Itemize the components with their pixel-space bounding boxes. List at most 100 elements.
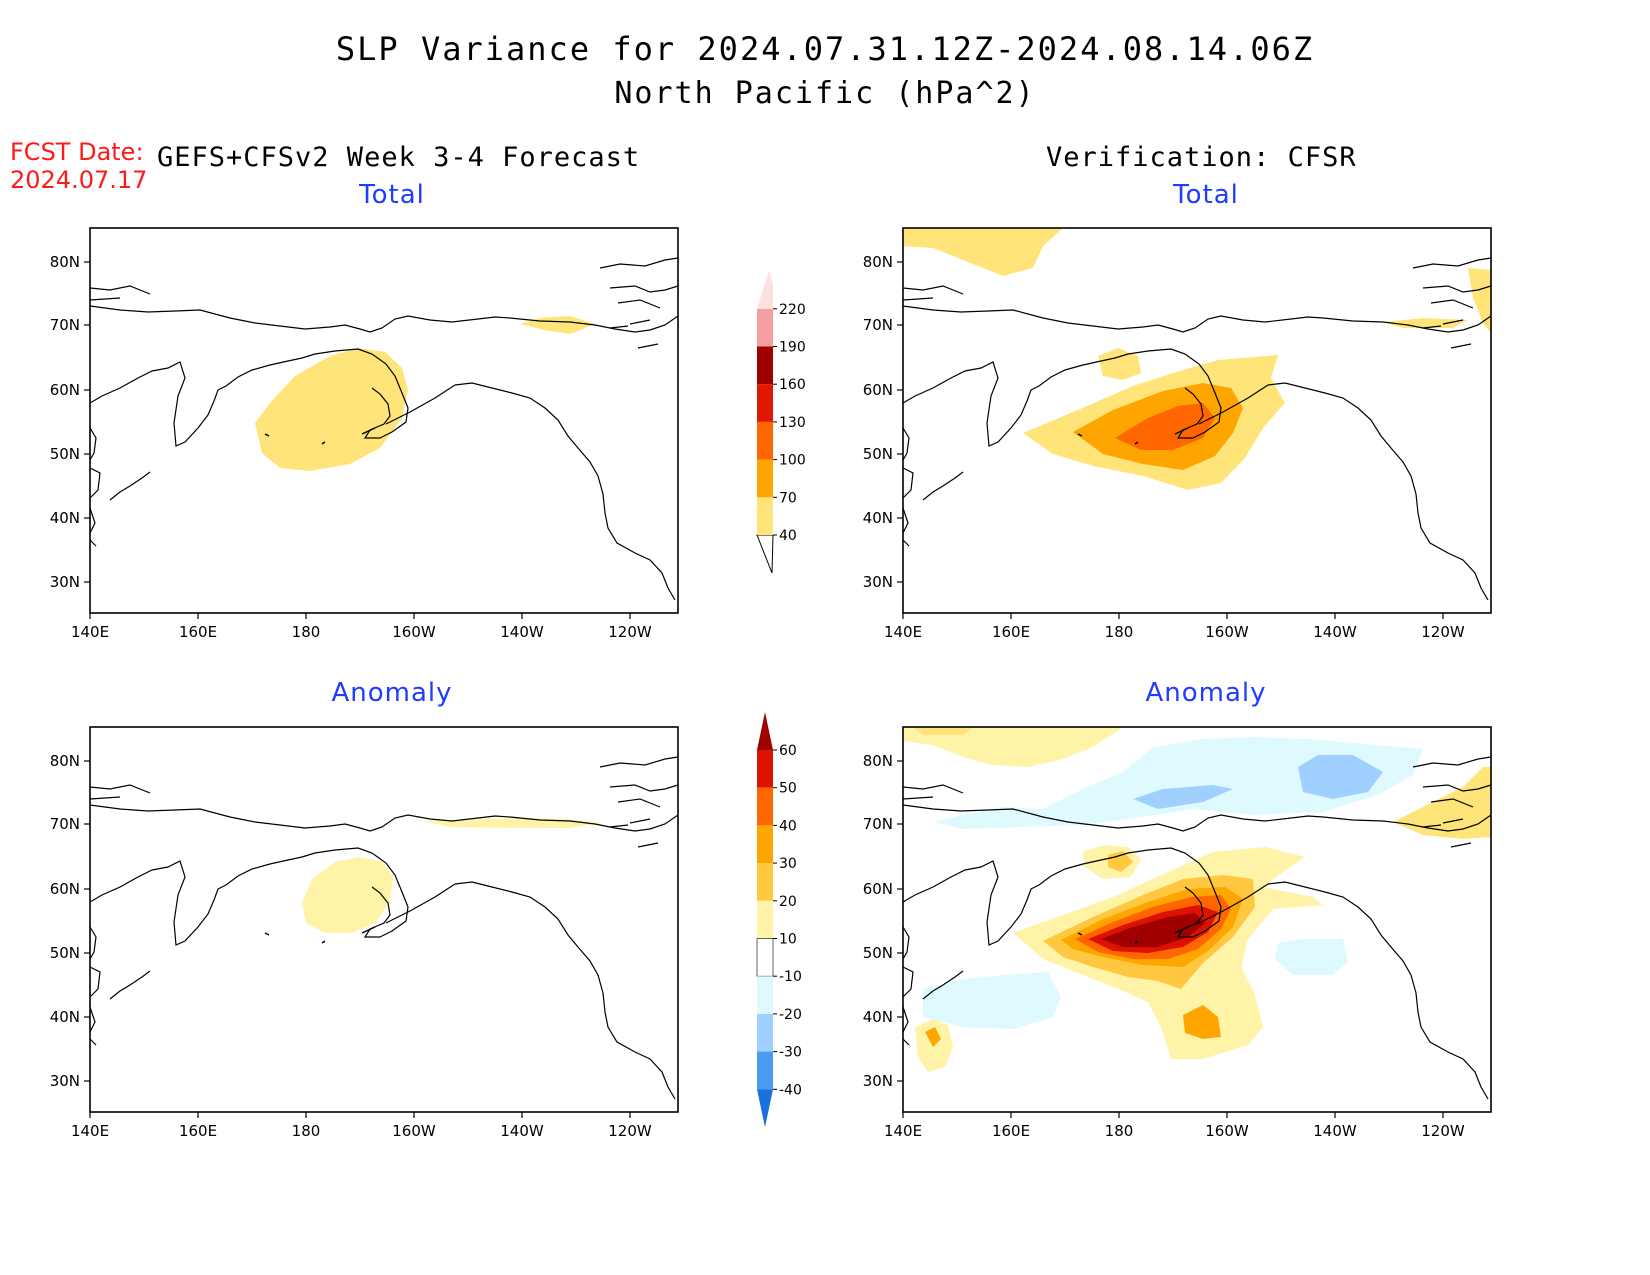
colorbar-total-label: 190: [779, 340, 806, 356]
anom-pos-north-2: [913, 727, 973, 735]
panel-bottom-left: [89, 726, 679, 1113]
fcst-date-block: FCST Date: 2024.07.17: [10, 138, 147, 194]
anom-pos-north: [903, 727, 1123, 767]
colorbar-anomaly-label: -20: [779, 1007, 802, 1023]
lat-tick-label: 60N: [863, 381, 893, 399]
colorbar-anomaly-label: 40: [779, 818, 797, 834]
colorbar-anomaly-label: 20: [779, 894, 797, 910]
lon-tick-label: 120W: [1421, 623, 1465, 641]
lon-tick-label: 180: [292, 1122, 321, 1140]
panel-title-bottom-left: Anomaly: [331, 678, 453, 708]
lat-tick-label: 50N: [863, 944, 893, 962]
contour-40-north: [903, 228, 1063, 276]
colorbar-anomaly-segment: [757, 787, 773, 826]
anom-neg-west: [923, 972, 1061, 1029]
lon-tick-label: 140W: [1313, 623, 1357, 641]
colorbar-anomaly-segment: [757, 825, 773, 864]
lat-tick-label: 70N: [863, 316, 893, 334]
lon-tick-label: 120W: [608, 623, 652, 641]
lon-tick-label: 180: [1105, 1122, 1134, 1140]
lon-tick-label: 160W: [392, 623, 436, 641]
lon-tick-label: 160W: [1205, 623, 1249, 641]
lat-tick-label: 40N: [50, 509, 80, 527]
colorbar-anomaly-label: 30: [779, 856, 797, 872]
lat-tick-label: 70N: [50, 316, 80, 334]
anom-neg-arctic-3: [1298, 755, 1383, 799]
lon-tick-label: 140W: [500, 623, 544, 641]
lat-tick-label: 80N: [50, 752, 80, 770]
lon-tick-label: 160E: [179, 1122, 217, 1140]
colorbar-total-segment: [757, 384, 773, 422]
verification-header: Verification: CFSR: [1046, 142, 1357, 173]
colorbar-anomaly: 60 50 40 30 20 10 -10 -20 -30 -40: [756, 712, 802, 1128]
colorbar-anomaly-label: -10: [779, 969, 802, 985]
contour-40-arctic-strip: [1383, 318, 1468, 328]
lon-tick-label: 160W: [392, 1122, 436, 1140]
lon-tick-label: 140E: [884, 623, 922, 641]
colorbar-total-segment: [757, 421, 773, 460]
colorbar-anomaly-segment: [757, 976, 773, 1014]
lat-tick-label: 70N: [50, 815, 80, 833]
panel-top-right: [902, 227, 1492, 614]
fcst-label: FCST Date:: [10, 138, 144, 166]
main-subtitle: North Pacific (hPa^2): [614, 76, 1036, 111]
anom-20-bering: [1108, 851, 1133, 872]
colorbar-total-top-segment: [757, 270, 773, 309]
anom-neg-arctic: [933, 737, 1423, 829]
anom-neg-arctic-2: [1133, 785, 1233, 809]
lat-tick-label: 80N: [863, 752, 893, 770]
lat-tick-label: 40N: [863, 1008, 893, 1026]
lon-tick-label: 140W: [1313, 1122, 1357, 1140]
lat-tick-label: 60N: [50, 880, 80, 898]
panel-title-top-left: Total: [359, 180, 425, 210]
lat-tick-label: 50N: [863, 445, 893, 463]
lon-tick-label: 180: [1105, 623, 1134, 641]
contour-40-gulf-alaska: [255, 348, 408, 471]
colorbar-total-label: 130: [779, 415, 806, 431]
fcst-date: 2024.07.17: [10, 166, 148, 194]
colorbar-total-segment: [757, 459, 773, 498]
contour-40-bering: [1098, 348, 1141, 380]
colorbar-anomaly-segment: [757, 1051, 773, 1090]
lon-tick-label: 120W: [1421, 1122, 1465, 1140]
colorbar-total-label: 70: [779, 490, 797, 506]
anom-30-south: [1183, 1005, 1221, 1039]
lon-tick-label: 140W: [500, 1122, 544, 1140]
colorbar-total-label: 100: [779, 453, 806, 469]
lon-tick-label: 160E: [179, 623, 217, 641]
anom-30-southwest: [925, 1027, 941, 1047]
colorbar-total-label: 40: [779, 528, 797, 544]
lat-tick-label: 70N: [863, 815, 893, 833]
colorbar-anomaly-segment: [757, 863, 773, 901]
axes-layer: 140E 160E 180 160W 140W 120W 80N 70N 60N 50N 40N 30…: [50, 253, 1465, 1140]
panel-top-left: [89, 227, 679, 614]
main-title: SLP Variance for 2024.07.31.12Z-2024.08.…: [335, 30, 1315, 68]
lon-tick-label: 140E: [884, 1122, 922, 1140]
lat-tick-label: 60N: [50, 381, 80, 399]
lon-tick-label: 160E: [992, 623, 1030, 641]
colorbar-total-low-end: [756, 534, 774, 574]
lon-tick-label: 140E: [71, 623, 109, 641]
anom-60-main: [1101, 913, 1205, 947]
colorbar-total: 40 70 100 130 160 190 220: [756, 270, 806, 574]
panel-title-top-right: Total: [1173, 180, 1239, 210]
lat-tick-label: 50N: [50, 445, 80, 463]
colorbar-total-segment: [757, 497, 773, 535]
lon-tick-label: 180: [292, 623, 321, 641]
colorbar-anomaly-label: -30: [779, 1045, 802, 1061]
lat-tick-label: 80N: [50, 253, 80, 271]
colorbar-anomaly-segment: [757, 750, 773, 788]
lon-tick-label: 160E: [992, 1122, 1030, 1140]
lat-tick-label: 50N: [50, 944, 80, 962]
colorbar-anomaly-label: 10: [779, 932, 797, 948]
colorbar-anomaly-label: 50: [779, 781, 797, 797]
anom-neg-east: [1275, 939, 1348, 975]
anom-pos-northeast: [1393, 767, 1491, 839]
colorbar-total-label: 160: [779, 377, 806, 393]
colorbar-anomaly-segment: [756, 938, 774, 977]
colorbar-anomaly-top-end: [757, 712, 773, 750]
colorbar-total-segment: [757, 308, 773, 347]
panel-bottom-right: [902, 726, 1492, 1113]
lat-tick-label: 60N: [863, 880, 893, 898]
